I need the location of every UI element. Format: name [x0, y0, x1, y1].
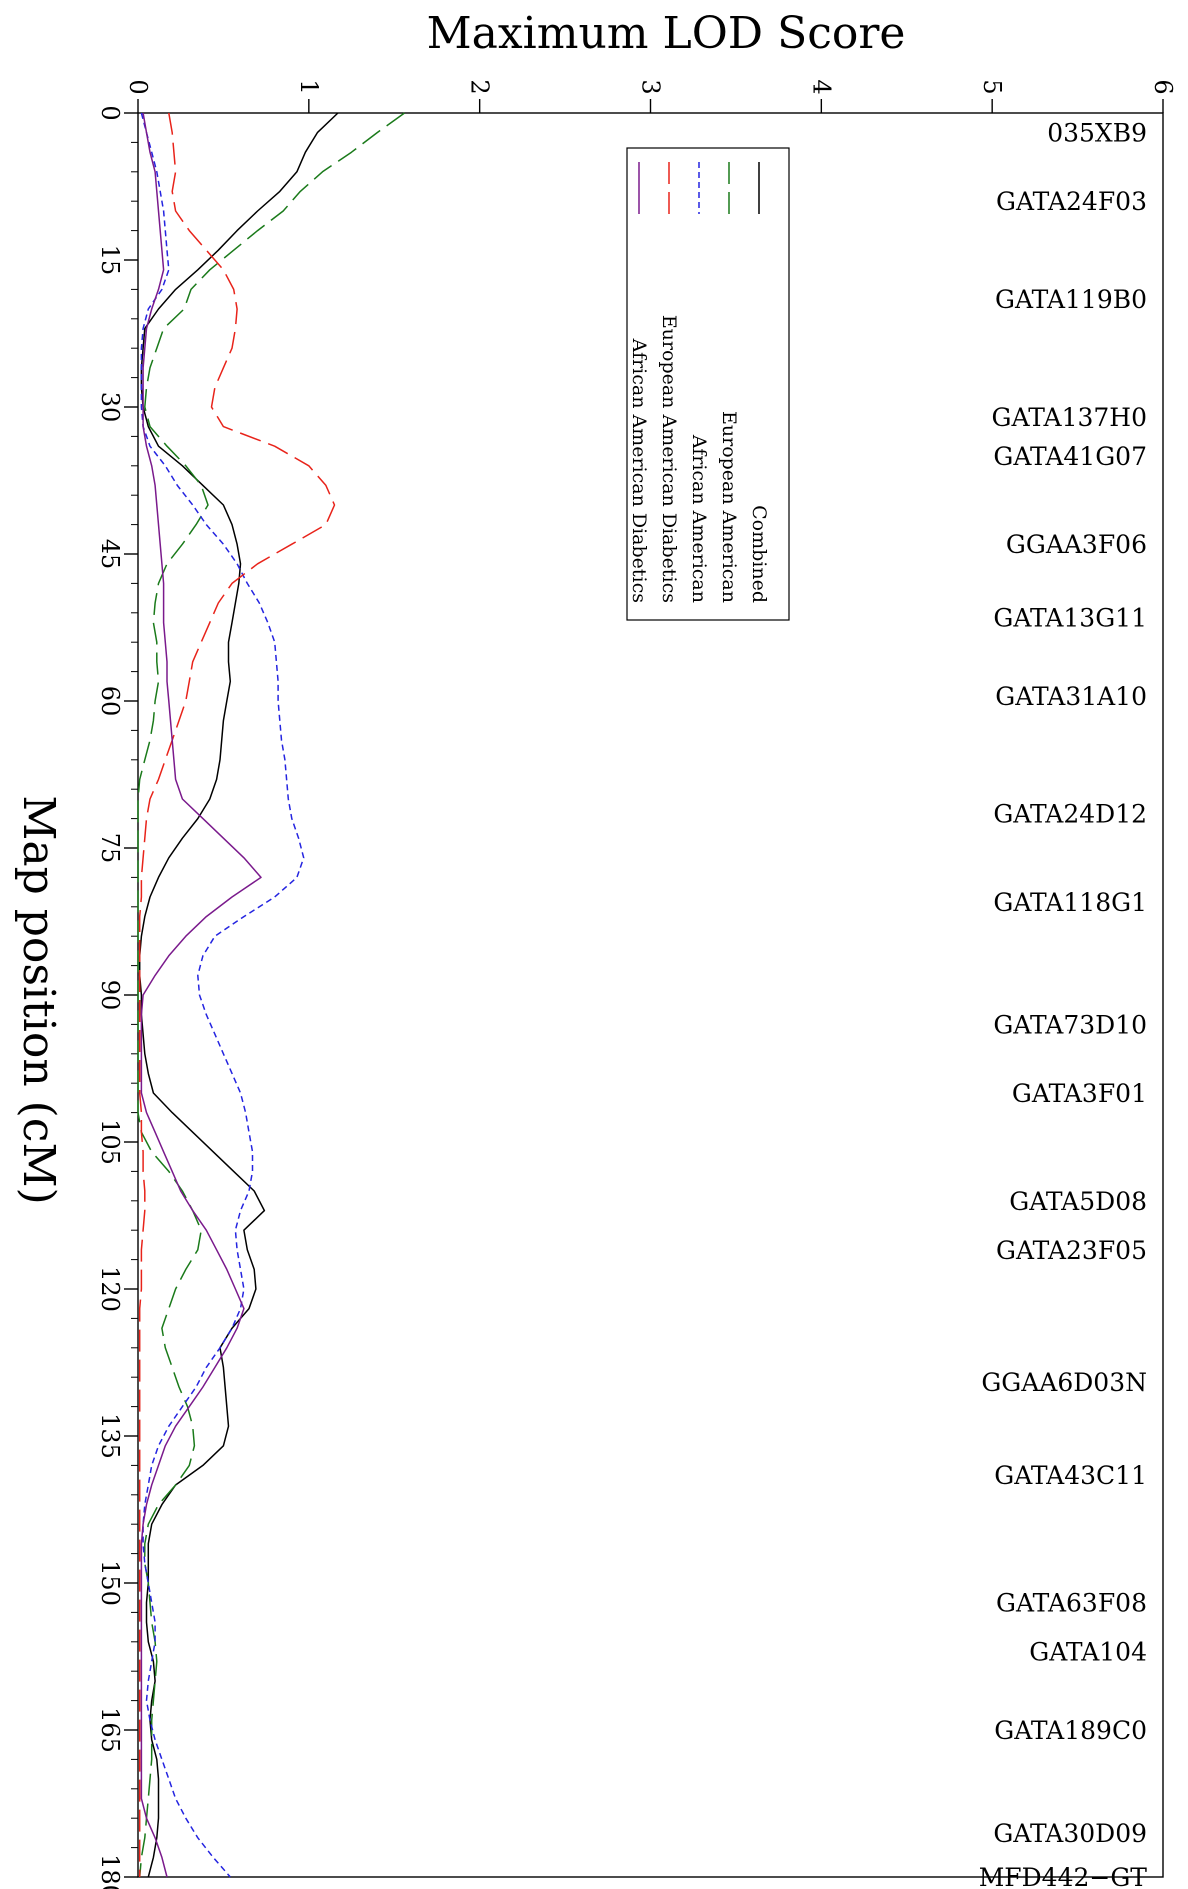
marker-label: GATA43C11: [994, 1461, 1147, 1490]
marker-label: GGAA6D03N: [981, 1368, 1147, 1397]
marker-label: GATA5D08: [1009, 1187, 1147, 1216]
marker-label: MFD442−GT: [979, 1863, 1148, 1889]
y-tick-label: 1: [295, 79, 323, 94]
marker-label: GATA119B0: [995, 285, 1147, 314]
series-line-2: [141, 113, 303, 1877]
legend-label-1: European American: [718, 411, 740, 603]
marker-label: GATA24D12: [993, 800, 1147, 829]
marker-label: GATA41G07: [993, 442, 1147, 471]
x-tick-label: 0: [96, 105, 124, 120]
marker-label: GATA31A10: [995, 682, 1147, 711]
marker-label: GATA24F03: [996, 187, 1147, 216]
series-lines-group: [138, 113, 405, 1877]
legend: Combined European American African America…: [627, 148, 789, 620]
legend-label-0: Combined: [748, 505, 770, 603]
marker-label: 035XB9: [1047, 119, 1147, 148]
x-tick-label: 165: [96, 1707, 124, 1753]
y-tick-label: 0: [124, 79, 152, 94]
legend-label-3: European American Diabetics: [658, 315, 680, 603]
series-line-4: [141, 113, 261, 1877]
series-line-1: [138, 113, 405, 1877]
marker-label: GATA104: [1029, 1638, 1147, 1667]
marker-label: GGAA3F06: [1006, 530, 1147, 559]
legend-label-4: African American Diabetics: [628, 338, 650, 603]
x-tick-label: 135: [96, 1413, 124, 1459]
x-tick-label: 15: [96, 245, 124, 276]
x-axis-title: Map position (cM): [13, 795, 64, 1204]
marker-label: GATA73D10: [993, 1010, 1147, 1039]
x-tick-label: 150: [96, 1560, 124, 1606]
x-tick-label: 180: [96, 1854, 124, 1889]
x-tick-label: 75: [96, 833, 124, 864]
chart-title: Maximum LOD Score: [427, 8, 906, 59]
y-tick-label: 3: [637, 79, 665, 94]
marker-label: GATA137H0: [992, 403, 1147, 432]
x-tick-label: 120: [96, 1266, 124, 1312]
series-line-0: [140, 113, 338, 1877]
x-tick-label: 105: [96, 1119, 124, 1165]
marker-label: GATA118G1: [993, 888, 1147, 917]
series-line-3: [140, 113, 335, 1877]
y-tick-label: 5: [978, 79, 1006, 94]
x-tick-label: 60: [96, 686, 124, 717]
y-tick-label: 6: [1149, 79, 1177, 94]
y-tick-label: 4: [807, 79, 835, 94]
x-tick-label: 90: [96, 980, 124, 1011]
x-tick-label: 30: [96, 392, 124, 423]
marker-label: GATA23F05: [996, 1236, 1147, 1265]
x-tick-label: 45: [96, 539, 124, 570]
marker-label: GATA63F08: [996, 1589, 1147, 1618]
marker-label: GATA30D09: [993, 1819, 1147, 1848]
marker-label: GATA13G11: [993, 604, 1147, 633]
marker-label: GATA189C0: [994, 1716, 1147, 1745]
y-tick-label: 2: [466, 79, 494, 94]
legend-label-2: African American: [688, 434, 710, 603]
marker-label: GATA3F01: [1012, 1079, 1147, 1108]
marker-labels-group: 035XB9 GATA24F03 GATA119B0 GATA137H0 GATA41G…: [979, 119, 1148, 1889]
